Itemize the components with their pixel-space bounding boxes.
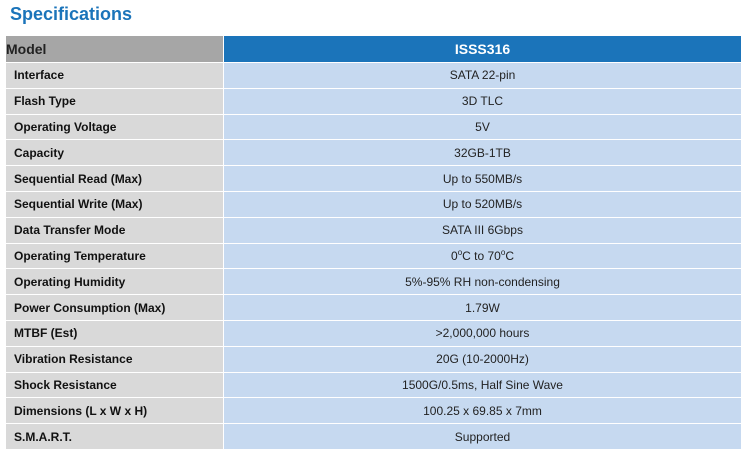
spec-value: SATA III 6Gbps <box>223 216 742 244</box>
spec-label: Operating Temperature <box>5 242 224 270</box>
table-row: Sequential Write (Max) Up to 520MB/s <box>5 190 742 218</box>
table-row: Shock Resistance 1500G/0.5ms, Half Sine … <box>5 371 742 399</box>
table-row: Data Transfer Mode SATA III 6Gbps <box>5 216 742 244</box>
spec-label: Data Transfer Mode <box>5 216 224 244</box>
table-row: Dimensions (L x W x H) 100.25 x 69.85 x … <box>5 397 742 425</box>
spec-value: 100.25 x 69.85 x 7mm <box>223 397 742 425</box>
temp-min-number: 0 <box>451 249 458 264</box>
table-row: Power Consumption (Max) 1.79W <box>5 294 742 321</box>
table-row: Interface SATA 22-pin <box>5 62 742 89</box>
table-row: Flash Type 3D TLC <box>5 87 742 115</box>
table-row: Vibration Resistance 20G (10-2000Hz) <box>5 345 742 373</box>
header-label: Model <box>5 35 224 63</box>
specifications-table: Model ISSS316 Interface SATA 22-pin Flas… <box>5 35 742 450</box>
temp-unit-text: C <box>505 249 514 264</box>
degree-mark: o <box>457 248 463 258</box>
spec-value: Up to 550MB/s <box>223 165 742 192</box>
spec-value: 32GB-1TB <box>223 139 742 167</box>
spec-label: Vibration Resistance <box>5 345 224 373</box>
header-model-value: ISSS316 <box>223 35 742 63</box>
spec-value: 1500G/0.5ms, Half Sine Wave <box>223 371 742 399</box>
spec-value: >2,000,000 hours <box>223 319 742 347</box>
spec-label: Sequential Read (Max) <box>5 165 224 192</box>
spec-label: Capacity <box>5 139 224 167</box>
spec-label: MTBF (Est) <box>5 319 224 347</box>
table-row: Sequential Read (Max) Up to 550MB/s <box>5 165 742 192</box>
table-row: Operating Humidity 5%-95% RH non-condens… <box>5 268 742 296</box>
spec-label: Interface <box>5 62 224 89</box>
spec-value: 5V <box>223 113 742 141</box>
spec-label: Power Consumption (Max) <box>5 294 224 321</box>
table-row: Operating Temperature 0oC to 70oC <box>5 242 742 270</box>
spec-label: Flash Type <box>5 87 224 115</box>
spec-label: Shock Resistance <box>5 371 224 399</box>
spec-label: S.M.A.R.T. <box>5 423 224 450</box>
temp-range-text: C to 70 <box>462 249 501 264</box>
spec-label: Operating Voltage <box>5 113 224 141</box>
table-header-row: Model ISSS316 <box>5 35 742 63</box>
table-row: MTBF (Est) >2,000,000 hours <box>5 319 742 347</box>
spec-label: Sequential Write (Max) <box>5 190 224 218</box>
spec-value-temperature: 0oC to 70oC <box>223 242 742 270</box>
spec-value: 3D TLC <box>223 87 742 115</box>
table-row: S.M.A.R.T. Supported <box>5 423 742 450</box>
spec-value: SATA 22-pin <box>223 62 742 89</box>
spec-value: 20G (10-2000Hz) <box>223 345 742 373</box>
spec-label: Dimensions (L x W x H) <box>5 397 224 425</box>
spec-value: Up to 520MB/s <box>223 190 742 218</box>
spec-value: 1.79W <box>223 294 742 321</box>
page-title: Specifications <box>10 4 133 24</box>
degree-mark: o <box>500 248 506 258</box>
table-row: Operating Voltage 5V <box>5 113 742 141</box>
spec-value: Supported <box>223 423 742 450</box>
spec-label: Operating Humidity <box>5 268 224 296</box>
spec-value: 5%-95% RH non-condensing <box>223 268 742 296</box>
table-row: Capacity 32GB-1TB <box>5 139 742 167</box>
